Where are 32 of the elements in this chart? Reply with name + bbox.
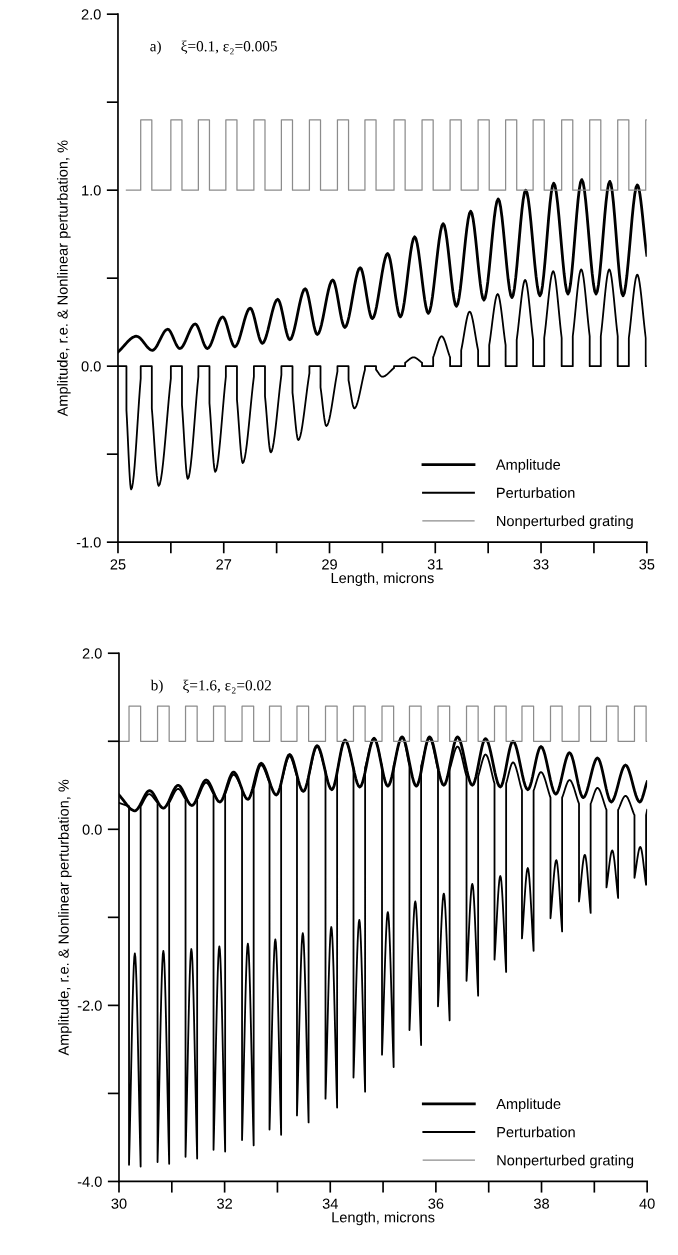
x-tick-label: 35 (639, 559, 655, 570)
y-tick-label: 2.0 (81, 9, 101, 20)
legend-label: Nonperturbed grating (497, 515, 633, 530)
x-axis-title: Length, microns (331, 572, 434, 587)
annotation: a) ξ=0.1, ε₂=0.005 (150, 40, 277, 55)
legend-label: Perturbation (497, 487, 575, 498)
y-tick-label: 0.0 (82, 824, 102, 835)
x-tick-label: 31 (427, 559, 443, 570)
y-tick-label: -1.0 (76, 537, 101, 548)
x-tick-label: 30 (111, 1198, 127, 1209)
x-tick-label: 29 (322, 559, 337, 570)
x-axis-title: Length, microns (332, 1211, 435, 1226)
x-tick-label: 33 (533, 559, 549, 570)
y-axis-title: Amplitude, r.e. & Nonlinear perturbation, % (57, 140, 71, 417)
x-tick-label: 27 (216, 559, 232, 570)
legend-label: Amplitude (495, 459, 561, 473)
legend-label: Amplitude (496, 1098, 561, 1112)
y-tick-label: 0.0 (81, 361, 101, 372)
y-axis-title: Amplitude, r.e. & Nonlinear perturbation, % (58, 779, 72, 1056)
y-tick-label: -4.0 (77, 1176, 102, 1187)
x-tick-label: 32 (217, 1198, 232, 1209)
x-tick-label: 40 (639, 1198, 655, 1209)
y-tick-label: 1.0 (82, 185, 101, 196)
x-tick-label: 36 (428, 1198, 444, 1209)
legend-label: Perturbation (497, 1126, 575, 1138)
y-tick-label: 2.0 (82, 648, 102, 659)
y-tick-label: -2.0 (77, 1000, 102, 1011)
x-tick-label: 34 (322, 1198, 338, 1209)
x-tick-label: 25 (110, 559, 126, 570)
annotation: b) ξ=1.6, ε₂=0.02 (150, 679, 271, 694)
legend-label: Nonperturbed grating (497, 1154, 634, 1169)
x-tick-label: 38 (533, 1198, 549, 1209)
